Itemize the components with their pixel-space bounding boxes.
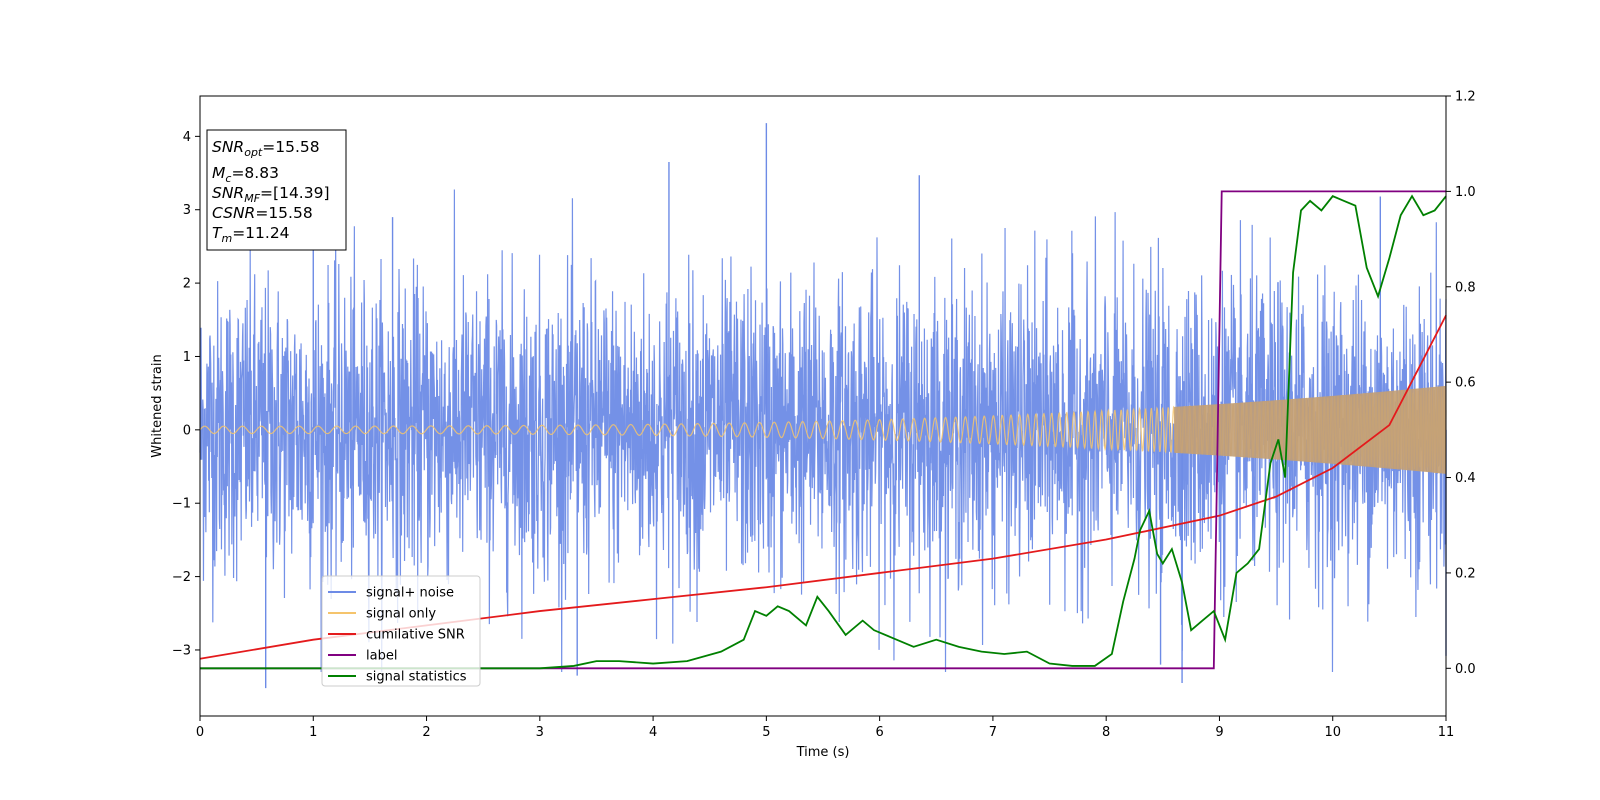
y-tick-label: −2 [172,570,191,585]
legend-label: label [366,649,397,664]
x-axis-label: Time (s) [796,745,850,760]
signal-noise-line [199,189,1447,672]
legend-label: signal only [366,607,436,622]
legend-label: cumilative SNR [366,628,465,643]
x-tick-label: 1 [309,725,317,740]
annotation-value: =15.58 [255,204,312,222]
signal-statistics-line [200,194,1447,670]
annotation-main: M [212,164,225,182]
annotation-main: SNR [212,184,244,202]
annotation-value: =8.83 [231,164,279,182]
annotation-sub: m [221,232,232,245]
annotation-sub: c [225,172,231,185]
y-tick-label: 3 [183,203,191,218]
plot-frame [199,95,1447,717]
x-tick-label: 0 [196,725,204,740]
x-tick-label: 11 [1438,725,1455,740]
y-tick-label: −1 [172,497,191,512]
y-tick-label: 4 [183,130,191,145]
annotation-line-tm: Tm=11.24 [212,224,290,245]
x-tick-label: 2 [422,725,430,740]
x-tick-label: 8 [1102,725,1110,740]
y2-tick-label: 0.4 [1455,471,1476,486]
annotation-main: CSNR [212,204,255,222]
x-tick-label: 10 [1324,725,1341,740]
legend-label: signal+ noise [366,586,454,601]
legend-label: signal statistics [366,670,467,685]
annotation-sub: MF [244,192,260,205]
signal-only-envelope [1174,385,1446,474]
x-tick-label: 7 [989,725,997,740]
annotation-value: =11.24 [232,224,289,242]
x-tick-label: 9 [1215,725,1223,740]
annotation-value: =[14.39] [260,184,329,202]
legend: signal+ noise signal only cumilative SNR la… [321,575,481,687]
x-axis: 0 1 2 3 4 5 6 7 8 9 10 11 [196,716,1454,740]
y2-tick-label: 0.0 [1455,662,1476,677]
y2-tick-label: 0.6 [1455,376,1476,391]
y-axis-label: Whitened strain [150,354,165,457]
legend-frame [321,575,481,687]
annotation-main: T [212,224,223,242]
annotation-line-snr-opt: SNRopt=15.58 [212,138,320,159]
y-axis-right: 1.2 1.0 0.8 0.6 0.4 0.2 0.0 [1446,90,1476,677]
y2-tick-label: 0.8 [1455,280,1476,295]
annotation-main: SNR [212,138,244,156]
y2-tick-label: 1.2 [1455,90,1476,105]
annotation-line-csnr: CSNR=15.58 [212,204,313,222]
signal-noise-series [199,123,1447,689]
y-tick-label: 1 [183,350,191,365]
x-tick-label: 5 [762,725,770,740]
x-tick-label: 4 [649,725,657,740]
annotation-sub: opt [244,146,263,159]
y2-tick-label: 1.0 [1455,185,1476,200]
label-line [200,190,1446,670]
signal-only-series [199,385,1447,474]
annotation-value: =15.58 [262,138,319,156]
annotation-line-mc: Mc=8.83 [212,164,279,185]
x-tick-label: 6 [875,725,883,740]
annotation-box: SNRopt=15.58 Mc=8.83 SNRMF=[14.39] CSNR=… [206,129,347,251]
x-tick-label: 3 [536,725,544,740]
y-tick-label: −3 [172,643,191,658]
y-tick-label: 2 [183,277,191,292]
annotation-line-snr-mf: SNRMF=[14.39] [212,184,330,205]
y-axis-left: 4 3 2 1 0 −1 −2 −3 [172,130,200,658]
y2-tick-label: 0.2 [1455,566,1476,581]
annotation-frame [206,129,347,251]
y-tick-label: 0 [183,423,191,438]
